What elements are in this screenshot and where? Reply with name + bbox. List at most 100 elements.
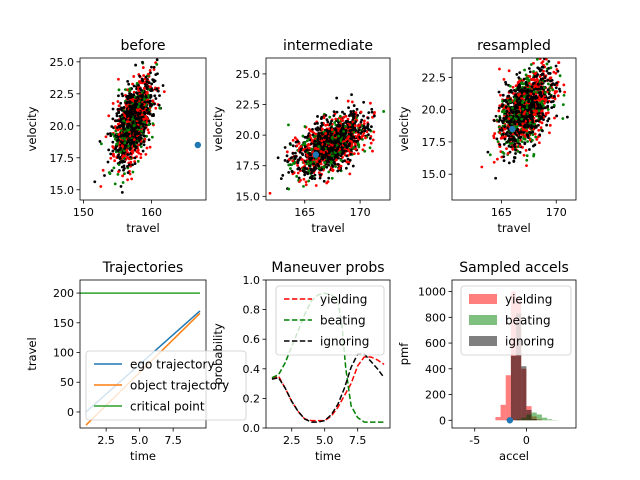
scatter-point bbox=[331, 165, 335, 168]
hist-bar bbox=[500, 404, 506, 421]
scatter-point bbox=[126, 128, 130, 132]
scatter-point bbox=[327, 139, 331, 143]
scatter-point bbox=[325, 118, 329, 122]
scatter-point bbox=[562, 83, 566, 87]
scatter-point bbox=[336, 124, 340, 127]
scatter-point bbox=[519, 81, 523, 84]
scatter-point bbox=[352, 152, 356, 156]
scatter-point bbox=[508, 111, 511, 115]
scatter-point bbox=[556, 94, 560, 98]
scatter-point bbox=[509, 100, 512, 103]
x-tick-label: 160 bbox=[141, 206, 162, 219]
scatter-point bbox=[121, 174, 125, 178]
x-axis-label: travel bbox=[311, 221, 344, 235]
scatter-point bbox=[126, 155, 129, 159]
scatter-point bbox=[146, 111, 150, 115]
hist-bar bbox=[505, 375, 511, 421]
scatter-point bbox=[137, 121, 141, 124]
scatter-point bbox=[329, 122, 332, 125]
y-tick-label: 22.5 bbox=[236, 99, 261, 112]
scatter-point bbox=[345, 145, 349, 149]
scatter-point bbox=[327, 129, 331, 133]
scatter-point bbox=[342, 129, 346, 133]
scatter-point bbox=[488, 153, 492, 157]
scatter-point bbox=[532, 88, 536, 91]
scatter-point bbox=[496, 140, 500, 144]
y-axis-label: pmf bbox=[397, 342, 411, 366]
scatter-point bbox=[148, 68, 152, 72]
scatter-point bbox=[330, 176, 334, 180]
scatter-point bbox=[122, 127, 126, 131]
scatter-point bbox=[118, 114, 122, 118]
scatter-point bbox=[126, 171, 130, 175]
y-tick-label: 0.0 bbox=[243, 422, 261, 435]
scatter-point bbox=[141, 149, 145, 153]
scatter-point bbox=[335, 96, 339, 100]
scatter-point bbox=[122, 119, 125, 123]
scatter-point bbox=[313, 136, 317, 140]
scatter-point bbox=[348, 139, 352, 143]
scatter-point bbox=[162, 90, 166, 94]
scatter-point bbox=[161, 84, 165, 87]
scatter-point bbox=[547, 117, 551, 121]
scatter-point bbox=[522, 153, 526, 157]
scatter-point bbox=[505, 109, 509, 113]
scatter-point bbox=[316, 147, 320, 151]
scatter-point bbox=[499, 93, 502, 97]
scatter-point bbox=[514, 117, 518, 121]
scatter-point bbox=[538, 69, 542, 73]
scatter-point bbox=[142, 122, 145, 126]
scatter-point bbox=[520, 94, 523, 98]
scatter-point bbox=[337, 140, 341, 143]
scatter-point bbox=[351, 120, 355, 124]
scatter-point bbox=[310, 156, 314, 160]
scatter-point bbox=[316, 135, 320, 139]
scatter-point bbox=[509, 115, 513, 119]
plot-area-accels bbox=[495, 291, 558, 421]
scatter-point bbox=[523, 116, 527, 120]
scatter-point bbox=[123, 88, 127, 92]
scatter-point bbox=[535, 58, 539, 61]
scatter-point bbox=[523, 86, 527, 90]
scatter-point bbox=[371, 138, 375, 142]
scatter-point bbox=[357, 143, 361, 147]
scatter-point bbox=[133, 107, 137, 110]
y-tick-label: 0.6 bbox=[243, 333, 261, 346]
scatter-point bbox=[153, 102, 156, 106]
scatter-point bbox=[321, 165, 325, 169]
scatter-point bbox=[148, 112, 152, 116]
scatter-point bbox=[351, 128, 355, 131]
scatter-point bbox=[535, 107, 539, 110]
scatter-point bbox=[116, 108, 120, 111]
scatter-point bbox=[523, 134, 527, 137]
scatter-point bbox=[154, 106, 158, 110]
scatter-point bbox=[310, 138, 314, 142]
scatter-point bbox=[538, 91, 541, 95]
scatter-point bbox=[296, 164, 299, 167]
scatter-point bbox=[515, 73, 519, 76]
scatter-point bbox=[111, 117, 115, 121]
scatter-point bbox=[332, 110, 336, 114]
scatter-point bbox=[524, 73, 528, 77]
hist-bar bbox=[547, 419, 553, 421]
scatter-point bbox=[304, 166, 307, 170]
scatter-point bbox=[367, 133, 370, 137]
scatter-point bbox=[534, 119, 538, 123]
scatter-point bbox=[311, 130, 314, 134]
scatter-point bbox=[306, 134, 310, 138]
scatter-point bbox=[130, 107, 133, 110]
x-tick-label: 165 bbox=[294, 206, 315, 219]
scatter-point bbox=[125, 141, 129, 145]
scatter-point bbox=[299, 178, 302, 182]
scatter-point bbox=[142, 86, 146, 90]
scatter-point bbox=[334, 117, 338, 121]
scatter-point bbox=[525, 133, 529, 137]
scatter-point bbox=[532, 112, 536, 116]
scatter-point bbox=[565, 115, 569, 119]
scatter-point bbox=[308, 176, 312, 180]
scatter-point bbox=[352, 112, 355, 116]
scatter-point bbox=[291, 159, 295, 163]
scatter-point bbox=[561, 117, 565, 120]
